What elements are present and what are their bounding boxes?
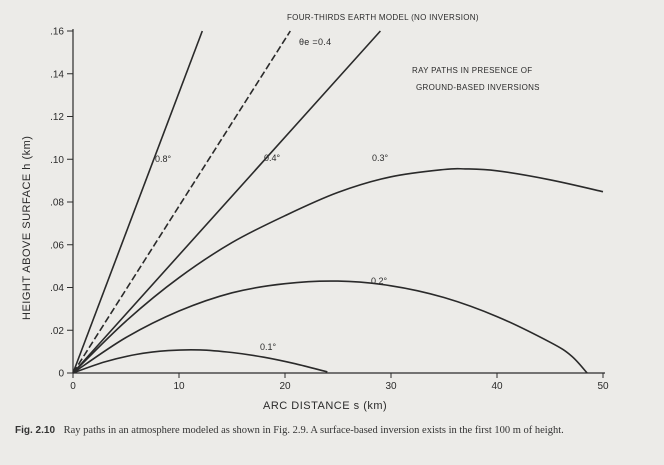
y-tick-label: .04: [50, 283, 64, 294]
x-tick-label: 50: [597, 381, 609, 392]
x-tick-label: 10: [173, 381, 185, 392]
series-path-0: [72, 30, 204, 374]
y-tick-label: 0: [58, 369, 64, 380]
y-tick-label: .02: [50, 326, 64, 337]
x-tick-label: 0: [70, 381, 76, 392]
x-axis-title: ARC DISTANCE s (km): [263, 400, 387, 412]
labels-layer: FOUR-THIRDS EARTH MODEL (NO INVERSION) θ…: [21, 13, 540, 412]
y-tick-label: .06: [50, 240, 64, 251]
x-tick-label: 30: [385, 381, 397, 392]
series-path-2: [72, 30, 381, 374]
x-tick-label: 20: [279, 381, 291, 392]
y-tick-label: .10: [50, 155, 64, 166]
ray-path-chart: 0 .02 .04 .06 .08 .10 .12 .14 .16 0 10 20 30 40 50 FOU…: [21, 13, 609, 412]
series-label-0-8: 0.8°: [155, 154, 172, 164]
y-tick-label: .08: [50, 198, 64, 209]
series-path-4: [72, 280, 588, 374]
chart-axes: 0 .02 .04 .06 .08 .10 .12 .14 .16 0 10 20 30 40 50: [50, 27, 609, 393]
y-tick-label: .14: [50, 69, 64, 80]
series-path-3: [72, 167, 604, 374]
series-label-0-3: 0.3°: [372, 153, 389, 163]
caption-text: Ray paths in an atmosphere modeled as sh…: [63, 425, 564, 436]
four-thirds-title: FOUR-THIRDS EARTH MODEL (NO INVERSION): [287, 13, 479, 22]
inversion-title-line1: RAY PATHS IN PRESENCE OF: [412, 66, 532, 75]
y-axis-title: HEIGHT ABOVE SURFACE h (km): [21, 136, 33, 320]
series-label-0-2: 0.2°: [371, 276, 388, 286]
figure-caption: Fig. 2.10 Ray paths in an atmosphere mod…: [15, 424, 655, 438]
y-tick-label: .12: [50, 112, 64, 123]
series-path-1: [72, 30, 291, 374]
series-label-0-1: 0.1°: [260, 342, 277, 352]
inversion-title-line2: GROUND-BASED INVERSIONS: [416, 83, 540, 92]
figure-number: Fig. 2.10: [15, 425, 56, 436]
theta-label: θe =0.4: [299, 37, 331, 47]
x-tick-label: 40: [491, 381, 503, 392]
series-path-5: [72, 348, 328, 374]
y-tick-label: .16: [50, 27, 64, 38]
series-label-0-4: 0.4°: [264, 153, 281, 163]
series-layer: [72, 30, 604, 374]
